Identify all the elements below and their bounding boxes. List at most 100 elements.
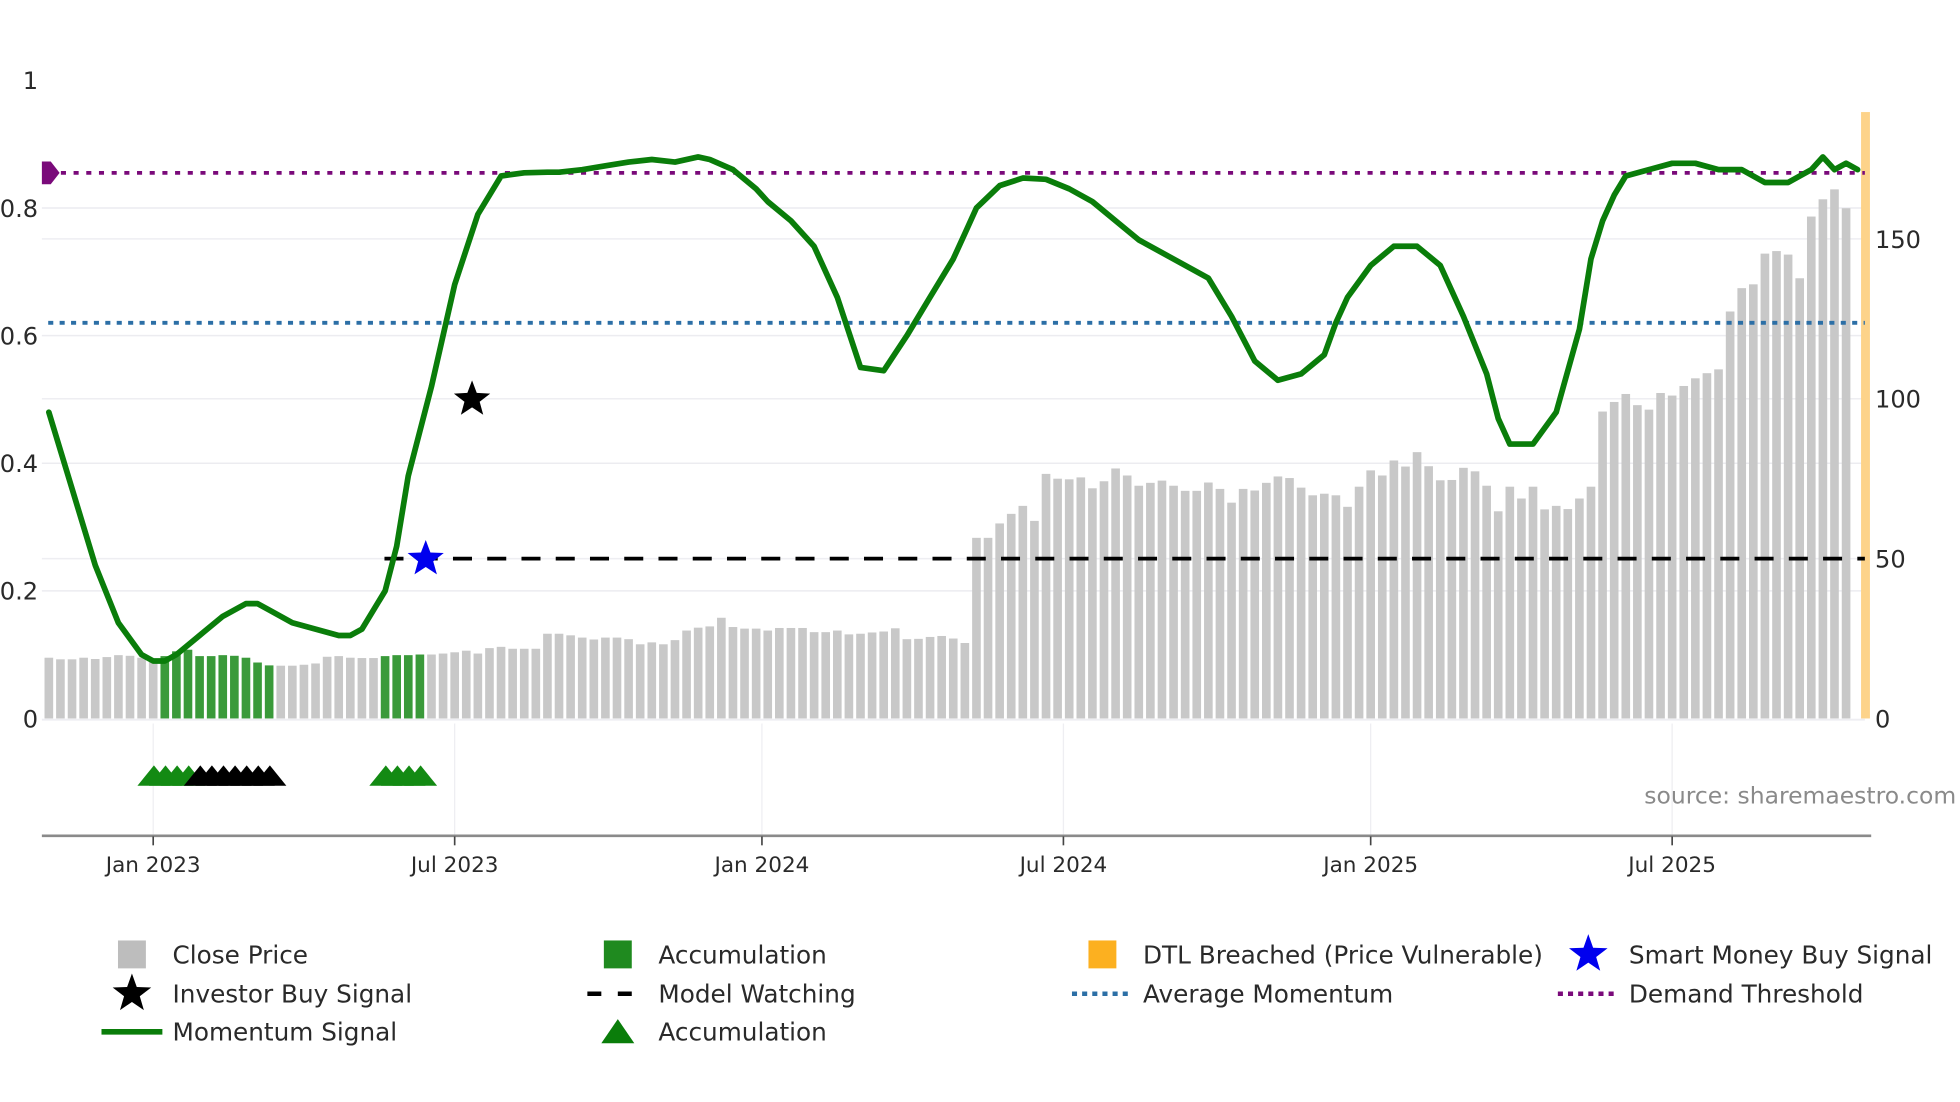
legend-item: Demand Threshold: [1557, 980, 1864, 1009]
legend-item: Average Momentum: [1071, 980, 1393, 1009]
close-price-bar: [682, 630, 691, 719]
gridlines: [41, 207, 1865, 836]
accumulation-triangle-black: [253, 765, 287, 786]
accumulation-bar: [241, 657, 251, 719]
legend-item: Close Price: [117, 940, 309, 969]
close-price-bar: [1551, 505, 1561, 719]
close-price-bar: [543, 633, 552, 719]
close-price-bar: [125, 655, 135, 719]
close-price-bar: [879, 631, 889, 719]
signal-markers: [137, 380, 491, 786]
close-price-bar: [369, 658, 378, 719]
legend-label: Close Price: [173, 940, 309, 969]
close-price-bar: [102, 657, 112, 719]
close-price-bar: [1030, 520, 1039, 719]
legend-item: Accumulation: [601, 1018, 827, 1047]
close-price-bar: [427, 654, 436, 719]
close-price-bar: [1076, 477, 1086, 719]
close-price-bar: [1586, 486, 1596, 719]
legend-star-icon: [112, 973, 152, 1011]
close-price-bar: [1238, 488, 1248, 719]
close-price-bar: [1528, 486, 1538, 719]
close-price-bar: [1412, 452, 1422, 719]
accumulation-bar: [206, 656, 216, 719]
close-price-bar: [1018, 505, 1028, 719]
close-price-bar: [1725, 311, 1735, 719]
close-price-bar: [844, 634, 854, 719]
legend-square-icon: [1088, 940, 1117, 969]
close-price-bar: [322, 656, 332, 719]
accumulation-bar: [218, 655, 228, 719]
close-price-bar: [890, 628, 900, 719]
close-price-bar: [1621, 393, 1631, 719]
x-tick-label: Jul 2023: [409, 853, 499, 878]
y-left-tick-label: 1: [23, 67, 38, 95]
close-price-bar: [775, 627, 784, 719]
close-price-bar: [1389, 460, 1399, 719]
legend-star-icon: [1569, 934, 1608, 971]
close-price-bar: [1401, 466, 1410, 719]
close-price-bar: [1841, 208, 1851, 719]
y-right-tick-label: 50: [1875, 545, 1906, 573]
y-left-tick-label: 0.2: [0, 578, 38, 606]
accumulation-bar: [230, 655, 239, 719]
close-price-bar: [56, 659, 65, 719]
close-price-bar: [1818, 199, 1828, 719]
close-price-bar: [508, 648, 517, 719]
legend-square-icon: [603, 940, 632, 969]
close-price-bar: [1215, 488, 1225, 719]
y-left-tick-label: 0.4: [0, 450, 38, 478]
close-price-bar: [334, 656, 344, 719]
close-price-bar: [1435, 480, 1445, 719]
close-price-bar: [44, 657, 54, 719]
close-price-bar: [1111, 468, 1120, 719]
close-price-bar: [1806, 216, 1816, 719]
close-price-bar: [566, 635, 575, 719]
close-price-bar: [902, 639, 912, 719]
legend-label: Accumulation: [658, 1018, 826, 1047]
close-price-bar: [1088, 488, 1097, 719]
x-tick-label: Jan 2023: [104, 853, 201, 878]
reference-lines: [41, 161, 1865, 561]
legend-item: Accumulation: [603, 940, 827, 969]
close-price-bar: [670, 640, 680, 719]
close-price-bar: [450, 652, 459, 719]
close-price-bar: [473, 653, 483, 719]
close-price-bar: [114, 655, 123, 719]
close-price-bar: [1737, 288, 1747, 719]
close-price-bar: [288, 665, 297, 719]
close-price-bar: [1459, 467, 1468, 719]
legend-triangle-icon: [601, 1019, 635, 1044]
y-left-tick-label: 0.6: [0, 322, 38, 350]
momentum-signal-path: [45, 154, 1861, 664]
y-right-tick-label: 150: [1875, 226, 1921, 254]
close-price-bar: [856, 633, 865, 719]
close-price-bar: [1331, 495, 1341, 719]
legend-label: Demand Threshold: [1629, 980, 1864, 1009]
close-price-bar: [589, 639, 599, 719]
close-price-bar: [960, 643, 970, 719]
close-price-bar: [995, 523, 1004, 719]
close-price-bar: [1366, 470, 1375, 719]
accumulation-bar: [403, 655, 413, 719]
close-price-bar: [519, 648, 529, 719]
close-price-bar: [1285, 478, 1294, 719]
close-price-bar: [1319, 493, 1329, 719]
legend-item: Smart Money Buy Signal: [1569, 934, 1932, 971]
legend-label: Smart Money Buy Signal: [1629, 940, 1932, 969]
close-price-bar: [1482, 485, 1491, 719]
legend-label: Investor Buy Signal: [173, 980, 413, 1009]
dtl-breached-band: [1861, 112, 1870, 719]
close-price-bar: [1053, 478, 1062, 719]
close-price-bar: [1656, 393, 1665, 719]
close-price-bar: [1644, 409, 1654, 719]
legend-square-icon: [117, 940, 146, 969]
close-price-bar: [925, 636, 935, 719]
close-price-bar: [137, 657, 146, 719]
accumulation-bar: [415, 654, 425, 719]
close-price-bar: [693, 627, 703, 719]
legend-item: Investor Buy Signal: [112, 973, 413, 1011]
x-tick-label: Jan 2024: [712, 853, 809, 878]
close-price-bar: [751, 628, 761, 719]
close-price-bar: [461, 650, 471, 719]
